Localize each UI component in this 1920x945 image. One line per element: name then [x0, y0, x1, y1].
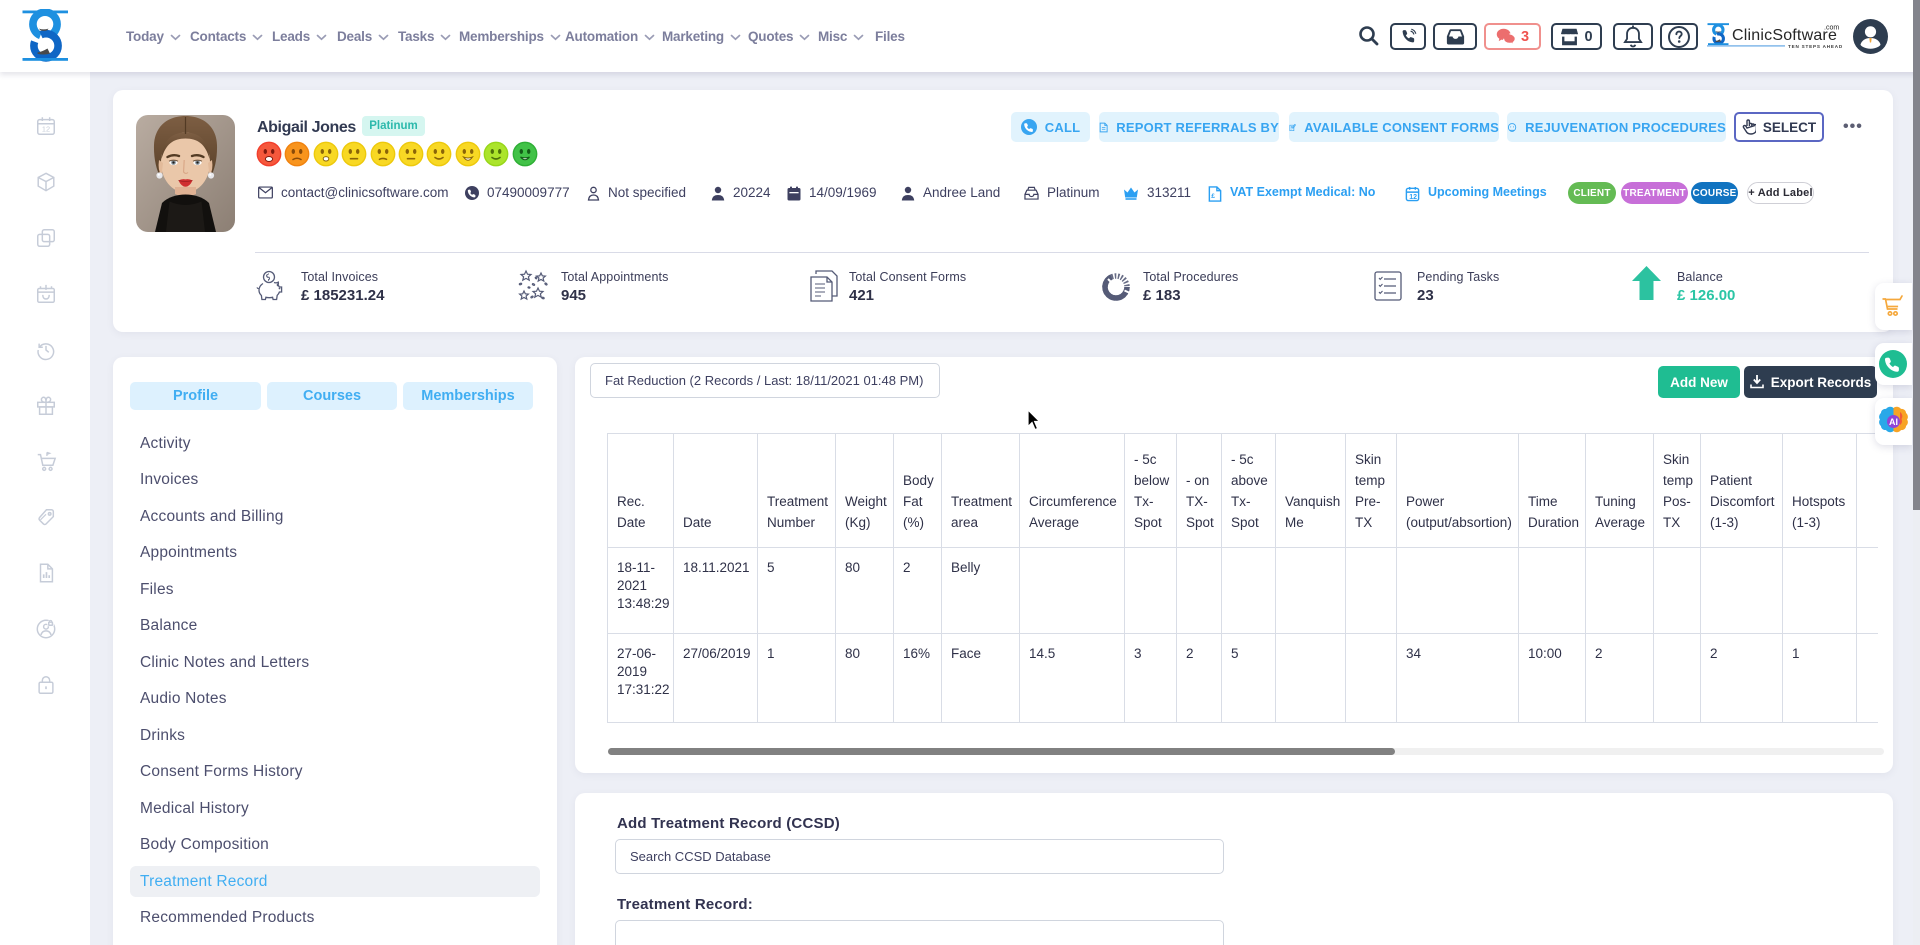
svg-text:AI: AI	[1889, 417, 1898, 427]
svg-text:12: 12	[1409, 194, 1417, 201]
svg-text:TEN STEPS AHEAD: TEN STEPS AHEAD	[1788, 44, 1843, 49]
svg-text:£: £	[1211, 193, 1215, 200]
svg-text:.com: .com	[1824, 25, 1839, 32]
svg-text:12: 12	[42, 125, 50, 134]
svg-text:ClinicSoftware: ClinicSoftware	[1732, 27, 1837, 44]
